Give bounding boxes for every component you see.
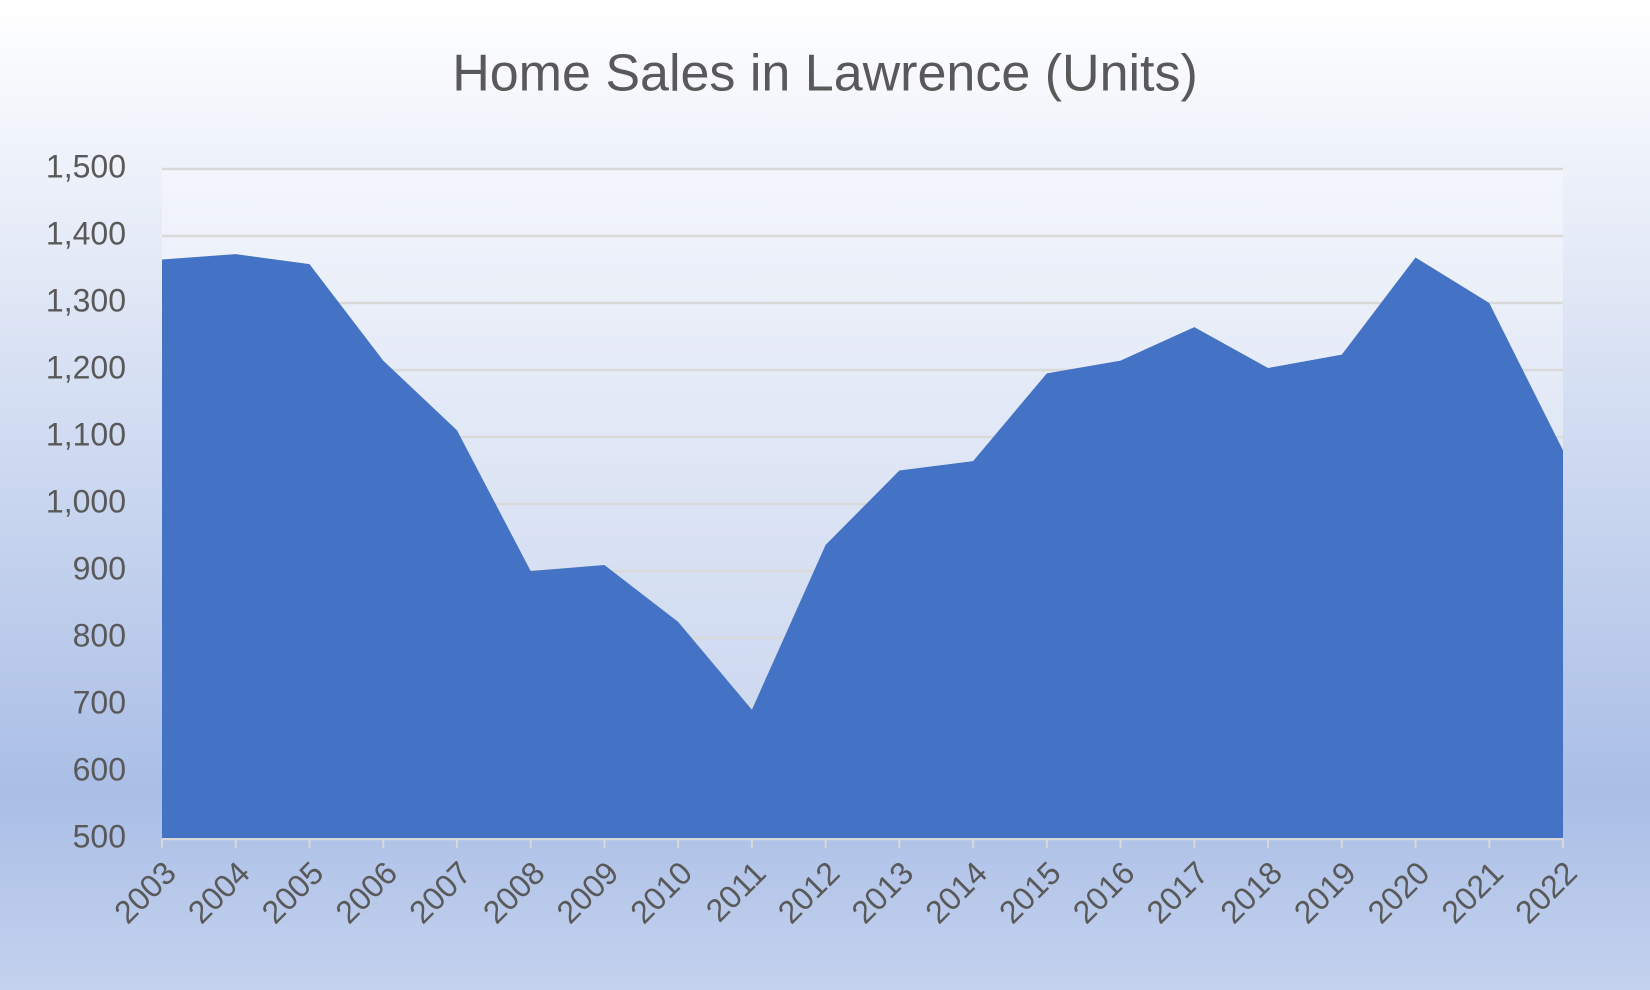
y-tick-label: 900 [73,550,126,586]
chart-title: Home Sales in Lawrence (Units) [452,45,1198,103]
y-tick-label: 800 [73,617,126,653]
y-tick-label: 1,200 [46,349,126,385]
y-tick-label: 1,100 [46,416,126,452]
y-tick-label: 700 [73,684,126,720]
y-tick-label: 1,300 [46,282,126,318]
y-tick-label: 500 [73,818,126,854]
y-tick-label: 1,000 [46,483,126,519]
y-tick-label: 1,400 [46,215,126,251]
area [162,254,1563,840]
y-tick-label: 600 [73,751,126,787]
y-tick-label: 1,500 [46,148,126,184]
